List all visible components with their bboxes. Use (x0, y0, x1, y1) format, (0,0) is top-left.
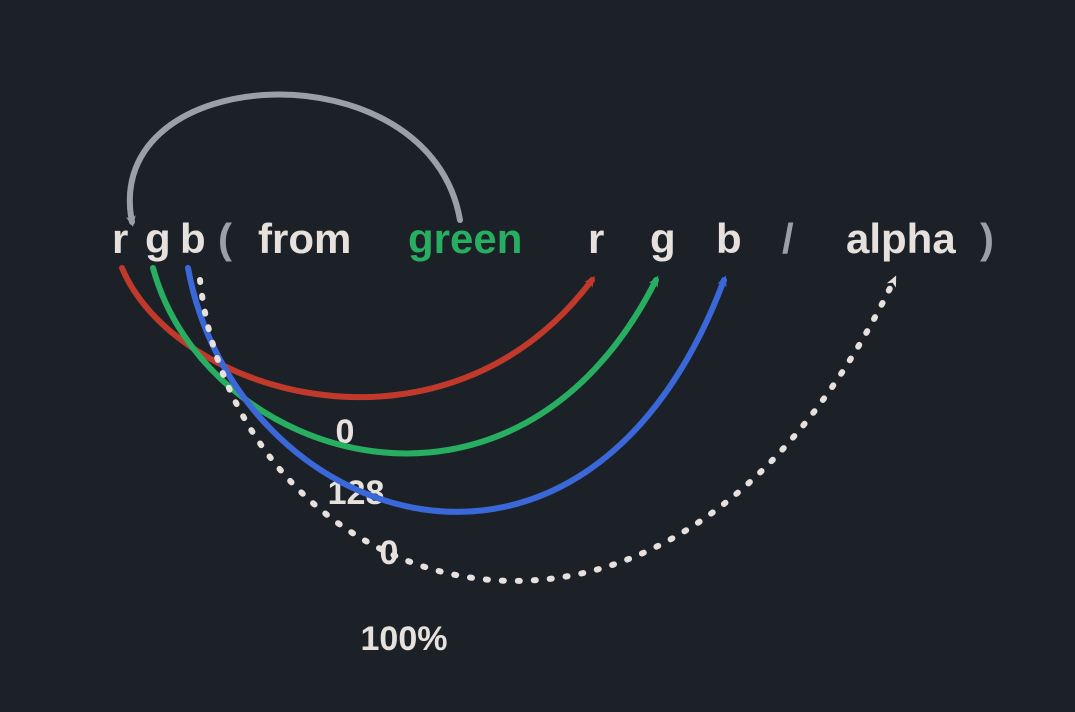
tok-paren2: ) (980, 215, 994, 262)
tok-r2: r (588, 215, 604, 262)
diagram-background (0, 0, 1075, 712)
tok-slash: / (782, 215, 794, 262)
tok-g2: g (650, 215, 676, 262)
curve-alpha-label: 100% (361, 620, 448, 658)
tok-from: from (258, 215, 351, 262)
tok-b1: b (180, 215, 206, 262)
tok-b2: b (716, 215, 742, 262)
tok-alpha: alpha (846, 215, 956, 262)
tok-r1: r (112, 215, 128, 262)
tok-green: green (408, 215, 522, 262)
tok-paren1: ( (218, 215, 232, 262)
tok-g1: g (145, 215, 171, 262)
